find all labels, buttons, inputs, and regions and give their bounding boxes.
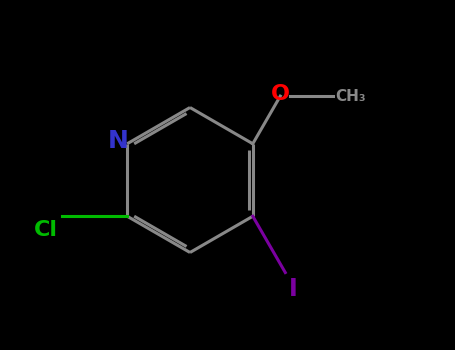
Text: N: N: [108, 129, 129, 153]
Text: I: I: [289, 276, 298, 301]
Text: O: O: [271, 84, 290, 104]
Text: Cl: Cl: [34, 220, 58, 240]
Text: CH₃: CH₃: [335, 89, 366, 104]
